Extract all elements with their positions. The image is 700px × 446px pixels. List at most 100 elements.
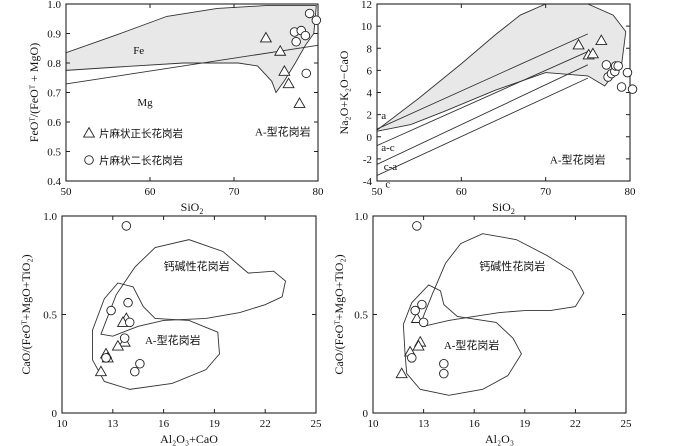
region-label: 钙碱性花岗岩 [164,259,230,273]
x-tick-label: 22 [260,418,271,430]
x-tick-label: 25 [311,418,323,430]
region-label: c [385,179,390,191]
region-label: Fe [133,45,144,57]
data-point-circle [311,15,322,25]
y-tick-label: 0.9 [47,29,61,41]
x-tick-label: 13 [107,418,119,430]
boundary-line [377,33,589,130]
y-tick-label: 0.5 [43,310,57,322]
field-region [402,284,522,396]
x-axis-label-main: SiO [492,200,511,214]
data-point-circle [123,297,133,308]
data-point-circle [101,353,111,363]
data-point-circle [300,30,311,41]
plot-frame [372,215,627,414]
y-tick-label: 10 [361,21,373,33]
x-axis-label: SiO2 [181,200,204,216]
data-point-triangle [395,367,408,379]
data-point-triangle [278,64,291,76]
y-tick-label: 2 [367,110,373,122]
plot-area [402,233,585,396]
y-tick-label: 4 [367,88,373,100]
plot-area [92,239,287,390]
data-point-circle [616,82,627,92]
boundary-line [66,44,318,85]
y-tick-label: 1.0 [43,211,57,223]
x-tick-label: 60 [145,186,157,198]
data-point-circle [106,305,116,316]
x-axis-label-main: Al₂O₃ [485,432,514,446]
x-axis-label-main: SiO [181,200,200,214]
region-label: c-a [384,161,398,173]
y-tick-label: 0.4 [47,176,61,188]
chart-panel-cao-al2o3: 10 13 16 19 22 25 0 0.5 1.0 Al₂O₃ CaO/(FeOᵀ+MgO+Ti… [332,211,632,446]
x-tick-label: 60 [456,186,468,198]
x-tick-label: 80 [625,186,637,198]
field-region [92,282,220,390]
x-tick-label: 19 [519,418,531,430]
data-point-triangle [293,97,306,108]
x-tick-label: 50 [372,186,384,198]
data-point-circle [613,61,623,71]
x-axis-label-sub: 2 [199,207,203,216]
x-axis-label-sub: 2 [511,207,515,216]
data-point-triangle [586,47,600,59]
boundary-line [377,51,589,147]
data-point-triangle [111,339,125,351]
y-tick-label: 12 [361,0,372,11]
region-label: 钙碱性花岗岩 [479,259,545,273]
x-tick-label: 70 [229,186,241,198]
data-point-triangle [412,339,425,351]
y-tick-label: -2 [363,154,372,166]
y-tick-label: 0 [363,408,369,420]
field-region [100,239,287,337]
data-point-circle [412,221,422,231]
x-tick-label: 16 [158,418,170,430]
boundary-line [377,64,589,165]
x-axis-label: Al₂O₃+CaO [160,432,218,446]
x-tick-label: 80 [313,186,325,198]
plot-area [66,5,318,94]
y-tick-label: 0.5 [47,147,61,159]
region-label: Mg [137,97,153,109]
data-point-triangle [572,38,585,50]
data-point-circle [601,60,612,70]
region-label: A-型花岗岩 [145,333,201,347]
y-tick-label: 1.0 [354,211,368,223]
chart-panel-cao-al2o3cao: 10 13 16 19 22 25 0 0.5 1.0 Al₂O₃+CaO CaO/(FeOᵀ+Mg… [19,211,322,446]
y-tick-label: 1.0 [47,0,61,11]
y-tick-label: 6 [367,65,373,77]
plot-area [377,4,627,176]
x-tick-label: 25 [621,418,633,430]
field-region [419,233,585,327]
data-point-triangle [274,44,287,56]
x-tick-label: 19 [209,418,221,430]
data-point-circle [304,8,315,19]
y-axis-label: Na₂O+K₂O−CaO [337,50,351,134]
data-point-circle [439,368,449,379]
x-tick-label: 13 [418,418,430,430]
data-point-circle [627,84,638,94]
data-point-circle [417,299,427,310]
data-point-triangle [282,77,295,89]
data-point-circle [121,221,132,231]
y-axis-label: CaO/(FeOᵀ+MgO+TiO₂) [19,254,33,374]
data-point-circle [418,317,429,328]
y-tick-label: 0.5 [354,310,368,322]
y-axis-label: CaO/(FeOᵀ+MgO+TiO₂) [332,254,346,374]
x-axis-label: Al₂O₃ [485,432,514,446]
y-tick-label: 0.6 [47,117,61,129]
y-tick-label: -4 [363,176,373,188]
legend-circle-marker [84,155,94,165]
y-tick-label: 0 [367,132,373,144]
x-tick-label: 16 [469,418,481,430]
data-point-circle [291,37,301,47]
data-point-circle [301,68,311,79]
x-axis-label-main: Al₂O₃+CaO [160,432,218,446]
data-point-circle [407,353,417,363]
data-point-circle [124,317,135,328]
data-point-circle [622,67,633,78]
data-point-triangle [94,365,108,377]
chart-panel-feo-sio2: 50 60 70 80 0.4 0.5 0.6 0.7 0.8 0.9 1.0 SiO2 FeOᵀ/(F… [27,0,324,216]
